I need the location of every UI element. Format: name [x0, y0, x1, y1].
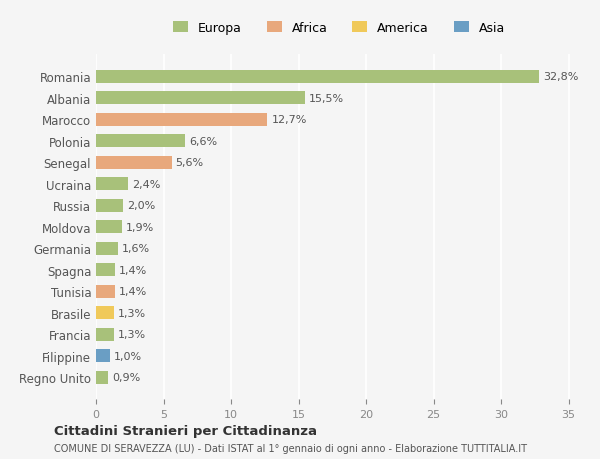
Bar: [96, 221, 122, 234]
Bar: [96, 135, 185, 148]
Bar: [96, 307, 113, 319]
Legend: Europa, Africa, America, Asia: Europa, Africa, America, Asia: [167, 17, 511, 39]
Bar: [96, 349, 110, 362]
Text: 1,0%: 1,0%: [113, 351, 142, 361]
Text: 12,7%: 12,7%: [271, 115, 307, 125]
Text: 2,0%: 2,0%: [127, 201, 155, 211]
Text: COMUNE DI SERAVEZZA (LU) - Dati ISTAT al 1° gennaio di ogni anno - Elaborazione : COMUNE DI SERAVEZZA (LU) - Dati ISTAT al…: [54, 443, 527, 453]
Text: 1,4%: 1,4%: [119, 286, 147, 297]
Text: 1,6%: 1,6%: [122, 244, 150, 254]
Text: 1,9%: 1,9%: [126, 222, 154, 232]
Bar: [96, 328, 113, 341]
Bar: [96, 178, 128, 191]
Bar: [96, 92, 305, 105]
Text: 6,6%: 6,6%: [189, 136, 217, 146]
Bar: [96, 371, 108, 384]
Text: 2,4%: 2,4%: [133, 179, 161, 189]
Bar: [96, 263, 115, 276]
Bar: [96, 242, 118, 255]
Text: 1,3%: 1,3%: [118, 308, 146, 318]
Text: 5,6%: 5,6%: [176, 158, 204, 168]
Bar: [96, 71, 539, 84]
Bar: [96, 285, 115, 298]
Text: 1,4%: 1,4%: [119, 265, 147, 275]
Bar: [96, 113, 268, 127]
Text: 0,9%: 0,9%: [112, 372, 140, 382]
Text: 1,3%: 1,3%: [118, 330, 146, 339]
Text: 15,5%: 15,5%: [310, 94, 344, 104]
Bar: [96, 199, 123, 212]
Text: Cittadini Stranieri per Cittadinanza: Cittadini Stranieri per Cittadinanza: [54, 424, 317, 437]
Text: 32,8%: 32,8%: [543, 72, 578, 82]
Bar: [96, 157, 172, 169]
